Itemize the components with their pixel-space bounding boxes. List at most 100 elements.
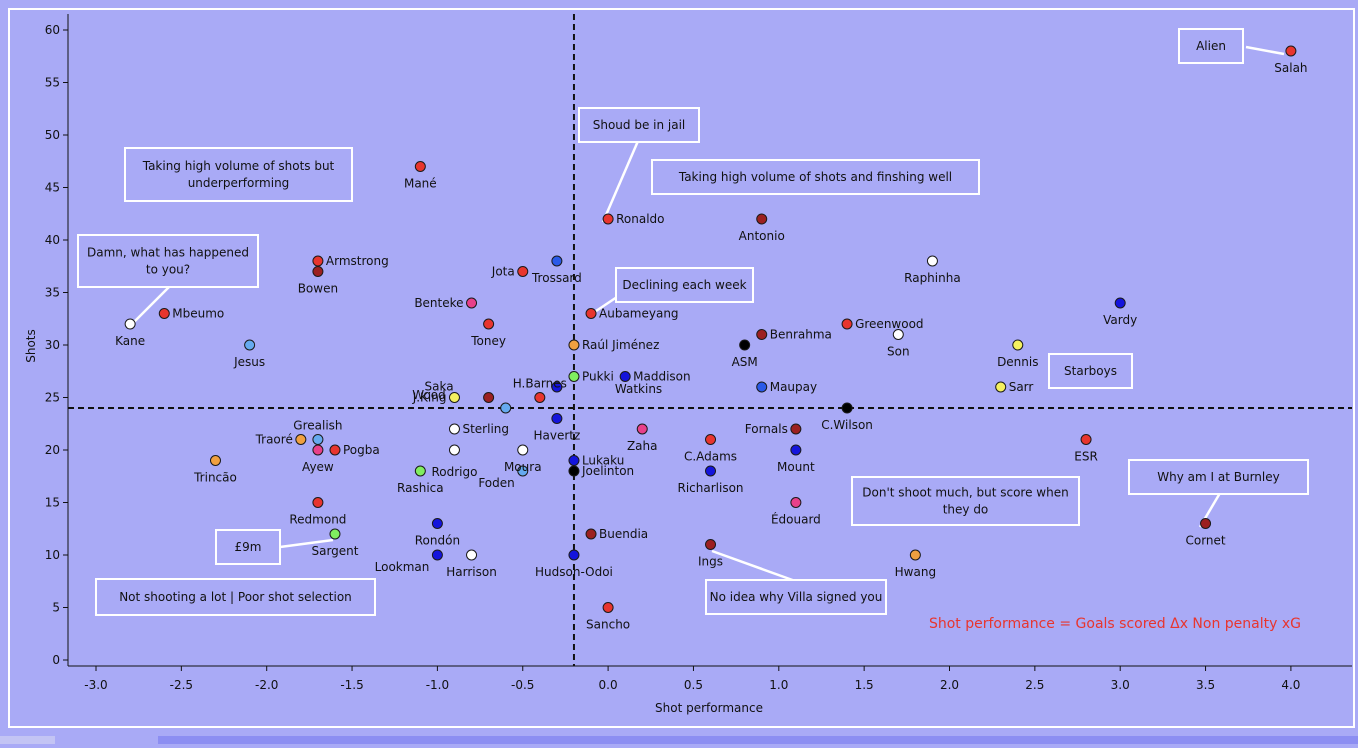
point-label--douard: Édouard bbox=[771, 512, 821, 527]
annotation-box bbox=[851, 476, 1080, 526]
point-traor- bbox=[295, 434, 307, 445]
x-tick-label: 1.5 bbox=[855, 678, 874, 692]
point-man- bbox=[414, 161, 426, 172]
point-moura bbox=[517, 444, 529, 456]
annotation-box bbox=[124, 147, 353, 202]
point-label-c-adams: C.Adams bbox=[684, 450, 737, 464]
x-tick-label: -2.5 bbox=[170, 678, 193, 692]
y-axis-label: Shots bbox=[24, 329, 38, 363]
point-label-joelinton: Joelinton bbox=[581, 464, 634, 478]
annotation-text: they do bbox=[943, 503, 989, 517]
x-tick-label: -1.5 bbox=[340, 678, 363, 692]
point-sterling bbox=[448, 423, 460, 435]
point-sarr bbox=[995, 381, 1007, 393]
x-axis-label: Shot performance bbox=[655, 701, 763, 715]
annotation-not-shooting: Not shooting a lot | Poor shot selection bbox=[95, 578, 376, 616]
point-label-c-wilson: C.Wilson bbox=[821, 418, 873, 432]
point-j-king bbox=[448, 392, 460, 403]
annotation-text: Taking high volume of shots and finshing… bbox=[678, 170, 952, 184]
point-asm bbox=[739, 339, 751, 351]
point-label-ra-l-jim-nez: Raúl Jiménez bbox=[582, 338, 659, 352]
x-tick-label: -3.0 bbox=[84, 678, 107, 692]
annotation-burnley: Why am I at Burnley bbox=[1128, 459, 1309, 495]
point-label-asm: ASM bbox=[732, 355, 758, 369]
point-label-traor-: Traoré bbox=[255, 433, 293, 447]
point--douard bbox=[790, 497, 802, 508]
point-ings bbox=[705, 539, 717, 550]
annotation-box bbox=[578, 107, 700, 143]
point-label-trinc-o: Trincão bbox=[193, 471, 237, 485]
point-label-wood: Wood bbox=[412, 388, 445, 402]
point-label-redmond: Redmond bbox=[289, 513, 346, 527]
annotation-text: £9m bbox=[235, 540, 262, 554]
point-armstrong bbox=[312, 255, 324, 267]
point-grealish bbox=[312, 434, 324, 445]
point-h-barnes bbox=[534, 392, 546, 403]
point-label-maddison: Maddison bbox=[633, 370, 690, 384]
annotation-box bbox=[95, 578, 376, 616]
bottom-strip-left bbox=[0, 736, 55, 744]
point-label-vardy: Vardy bbox=[1103, 313, 1137, 327]
annotation-text: Alien bbox=[1196, 39, 1226, 53]
point-mbeumo bbox=[158, 308, 170, 319]
annotation-text: Declining each week bbox=[622, 278, 746, 292]
point-label-maupay: Maupay bbox=[770, 380, 817, 394]
data-points bbox=[124, 45, 1297, 613]
point-cornet bbox=[1200, 518, 1212, 529]
point-label-greenwood: Greenwood bbox=[855, 317, 923, 331]
y-tick-label: 20 bbox=[45, 443, 60, 457]
point-mount bbox=[790, 444, 802, 456]
axes bbox=[67, 14, 1352, 667]
x-tick-label: -2.0 bbox=[255, 678, 278, 692]
point-label-ings: Ings bbox=[698, 555, 723, 569]
y-tick-label: 60 bbox=[45, 23, 60, 37]
x-tick-label: 2.0 bbox=[940, 678, 959, 692]
point-label-lookman: Lookman bbox=[375, 560, 430, 574]
point-label-salah: Salah bbox=[1274, 61, 1307, 75]
point-label-fornals: Fornals bbox=[745, 422, 788, 436]
point-label-antonio: Antonio bbox=[739, 229, 785, 243]
point-label-bowen: Bowen bbox=[298, 282, 338, 296]
point-label-ayew: Ayew bbox=[302, 460, 334, 474]
annotation-box bbox=[1128, 459, 1309, 495]
point-jota bbox=[517, 266, 529, 277]
point-label-richarlison: Richarlison bbox=[678, 481, 744, 495]
point-fornals bbox=[790, 423, 802, 435]
bottom-strip-right bbox=[158, 736, 1358, 744]
annotation-9m: £9m bbox=[215, 529, 281, 565]
point-esr bbox=[1080, 434, 1092, 445]
point-trossard bbox=[551, 255, 563, 267]
point-label-moura: Moura bbox=[504, 460, 542, 474]
point-label-armstrong: Armstrong bbox=[326, 254, 389, 268]
point-foden bbox=[517, 465, 529, 477]
annotation-jail: Shoud be in jail bbox=[578, 107, 700, 143]
annotation-dont-shoot: Don't shoot much, but score when they do bbox=[851, 476, 1080, 526]
annotation-box bbox=[77, 234, 259, 288]
y-tick-label: 55 bbox=[45, 76, 60, 90]
point-label-benrahma: Benrahma bbox=[770, 328, 832, 342]
point-label-benteke: Benteke bbox=[414, 296, 463, 310]
annotation-box bbox=[1178, 28, 1244, 64]
x-tick-label: -1.0 bbox=[426, 678, 449, 692]
point-label-lukaku: Lukaku bbox=[582, 454, 624, 468]
point-harrison bbox=[466, 549, 478, 561]
point-label-jota: Jota bbox=[491, 265, 515, 279]
point-label-foden: Foden bbox=[478, 476, 514, 490]
point-redmond bbox=[312, 497, 324, 508]
x-tick-label: 2.5 bbox=[1025, 678, 1044, 692]
x-tick-label: 0.5 bbox=[684, 678, 703, 692]
point-label-hudson-odoi: Hudson-Odoi bbox=[535, 565, 613, 579]
annotation-damn: Damn, what has happened to you? bbox=[77, 234, 259, 288]
point-label-pogba: Pogba bbox=[343, 443, 380, 457]
point-benteke bbox=[466, 297, 478, 309]
annotation-boxes: Alien Shoud be in jail Taking high volume … bbox=[77, 28, 1309, 616]
point-joelinton bbox=[568, 465, 580, 477]
point-greenwood bbox=[841, 318, 853, 330]
point-kane bbox=[124, 318, 136, 330]
point-label-sarr: Sarr bbox=[1009, 380, 1034, 394]
point-label-toney: Toney bbox=[470, 334, 506, 348]
point-c-wilson bbox=[841, 402, 853, 414]
point-label-dennis: Dennis bbox=[997, 355, 1038, 369]
point-watkins bbox=[551, 381, 563, 393]
